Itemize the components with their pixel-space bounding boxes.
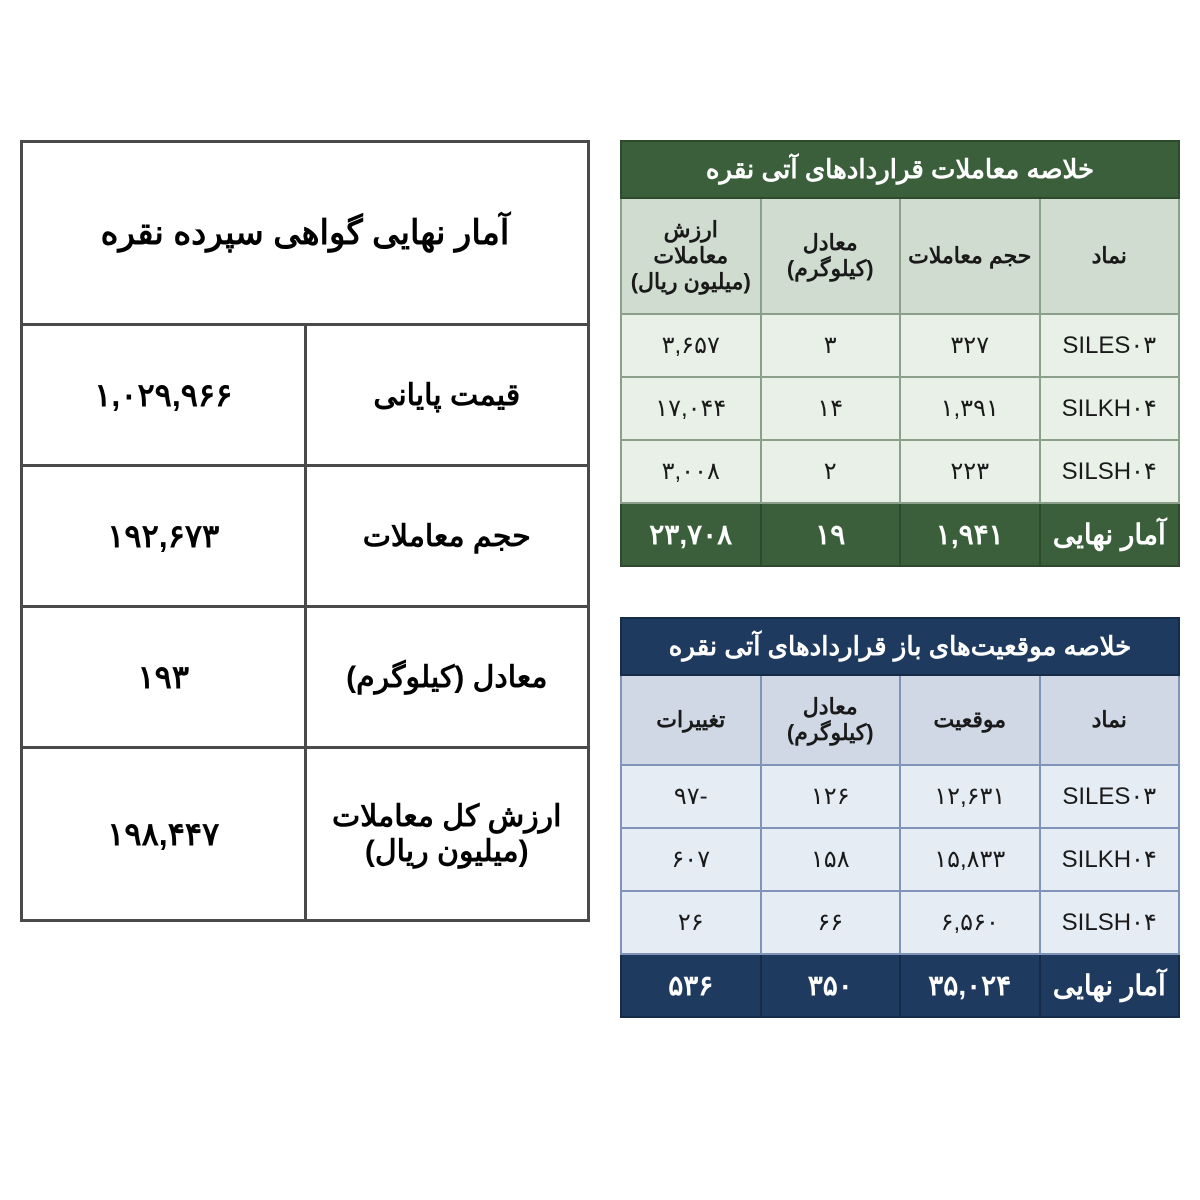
summary-value: ۱۹۲,۶۷۳: [22, 466, 306, 607]
futures-total-row: آمار نهایی ۱,۹۴۱ ۱۹ ۲۳,۷۰۸: [621, 503, 1179, 566]
summary-label: ارزش کل معاملات (میلیون ریال): [305, 748, 589, 921]
table-row: ارزش کل معاملات (میلیون ریال) ۱۹۸,۴۴۷: [22, 748, 589, 921]
summary-table: آمار نهایی گواهی سپرده نقره قیمت پایانی …: [20, 140, 590, 922]
summary-label: قیمت پایانی: [305, 325, 589, 466]
summary-value: ۱۹۳: [22, 607, 306, 748]
summary-value: ۱۹۸,۴۴۷: [22, 748, 306, 921]
futures-col-volume: حجم معاملات: [900, 198, 1040, 314]
positions-total-row: آمار نهایی ۳۵,۰۲۴ ۳۵۰ ۵۳۶: [621, 954, 1179, 1017]
table-row: SILKH۰۴ ۱,۳۹۱ ۱۴ ۱۷,۰۴۴: [621, 377, 1179, 440]
summary-title: آمار نهایی گواهی سپرده نقره: [22, 142, 589, 325]
summary-label: حجم معاملات: [305, 466, 589, 607]
positions-col-pos: موقعیت: [900, 675, 1040, 765]
futures-col-kg: معادل (کیلوگرم): [761, 198, 901, 314]
futures-col-value: ارزش معاملات (میلیون ریال): [621, 198, 761, 314]
futures-title: خلاصه معاملات قراردادهای آتی نقره: [621, 141, 1179, 198]
table-row: معادل (کیلوگرم) ۱۹۳: [22, 607, 589, 748]
table-row: SILES۰۳ ۳۲۷ ۳ ۳,۶۵۷: [621, 314, 1179, 377]
futures-col-symbol: نماد: [1040, 198, 1180, 314]
positions-col-kg: معادل (کیلوگرم): [761, 675, 901, 765]
table-row: SILKH۰۴ ۱۵,۸۳۳ ۱۵۸ ۶۰۷: [621, 828, 1179, 891]
positions-col-symbol: نماد: [1040, 675, 1180, 765]
summary-value: ۱,۰۲۹,۹۶۶: [22, 325, 306, 466]
table-row: قیمت پایانی ۱,۰۲۹,۹۶۶: [22, 325, 589, 466]
table-row: SILSH۰۴ ۶,۵۶۰ ۶۶ ۲۶: [621, 891, 1179, 954]
table-row: حجم معاملات ۱۹۲,۶۷۳: [22, 466, 589, 607]
positions-table: خلاصه موقعیت‌های باز قراردادهای آتی نقره…: [620, 617, 1180, 1018]
summary-label: معادل (کیلوگرم): [305, 607, 589, 748]
positions-col-chg: تغییرات: [621, 675, 761, 765]
positions-title: خلاصه موقعیت‌های باز قراردادهای آتی نقره: [621, 618, 1179, 675]
table-row: SILSH۰۴ ۲۲۳ ۲ ۳,۰۰۸: [621, 440, 1179, 503]
futures-table: خلاصه معاملات قراردادهای آتی نقره نماد ح…: [620, 140, 1180, 567]
table-row: SILES۰۳ ۱۲,۶۳۱ ۱۲۶ -۹۷: [621, 765, 1179, 828]
